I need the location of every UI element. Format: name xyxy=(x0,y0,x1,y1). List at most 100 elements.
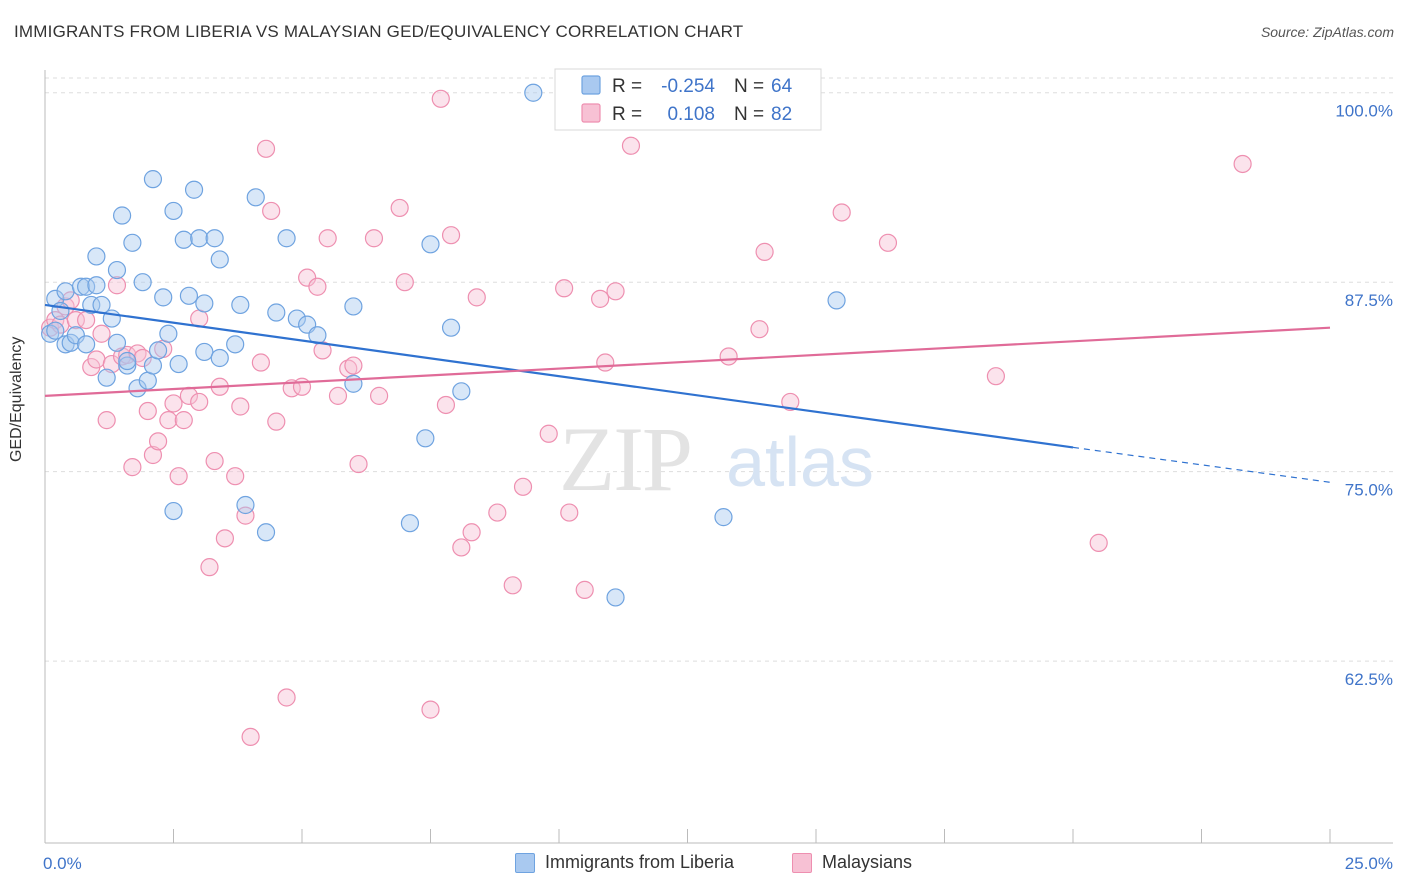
data-point-liberia xyxy=(256,523,276,542)
data-point-liberia xyxy=(148,341,168,360)
data-point-malaysians xyxy=(318,229,337,248)
data-point-malaysians xyxy=(123,458,142,477)
data-point-liberia xyxy=(164,201,183,221)
legend-label-malaysians: Malaysians xyxy=(822,852,913,872)
data-point-malaysians xyxy=(236,506,255,525)
data-point-malaysians xyxy=(164,394,183,413)
stats-legend: R = -0.254 N = 64 R = 0.108 N = 82 xyxy=(554,68,822,131)
data-point-malaysians xyxy=(277,688,296,707)
data-point-liberia xyxy=(226,335,245,354)
data-point-liberia xyxy=(164,501,183,521)
data-point-liberia xyxy=(118,356,137,375)
gridlines xyxy=(45,77,1393,662)
data-point-malaysians xyxy=(832,203,851,222)
data-point-malaysians xyxy=(241,727,260,747)
data-point-liberia xyxy=(123,233,142,252)
data-point-liberia xyxy=(452,382,471,401)
x-tick-label-min: 0.0% xyxy=(43,854,82,873)
stats-r-label: R = xyxy=(612,76,642,97)
data-point-malaysians xyxy=(488,503,507,522)
data-point-liberia xyxy=(205,229,224,248)
data-point-malaysians xyxy=(328,386,348,405)
legend-item-liberia[interactable]: Immigrants from Liberia xyxy=(515,852,734,873)
stats-n-label: N = xyxy=(734,104,764,125)
trend-line-malaysians xyxy=(44,326,1331,397)
data-point-malaysians xyxy=(750,320,769,339)
data-point-malaysians xyxy=(539,424,558,443)
data-point-liberia xyxy=(210,250,229,269)
data-point-malaysians xyxy=(364,229,384,248)
data-point-malaysians xyxy=(77,310,96,330)
data-point-liberia xyxy=(87,276,106,295)
chart-title: IMMIGRANTS FROM LIBERIA VS MALAYSIAN GED… xyxy=(14,22,744,41)
data-point-liberia xyxy=(421,235,440,254)
stats-legend-swatch xyxy=(581,75,601,95)
watermark-atlas: atlas xyxy=(726,423,874,501)
data-point-malaysians xyxy=(169,467,188,486)
data-point-malaysians xyxy=(436,395,456,415)
y-tick-label: 87.5% xyxy=(1345,291,1393,310)
data-point-liberia xyxy=(267,303,286,322)
data-point-liberia xyxy=(190,229,209,248)
data-point-malaysians xyxy=(200,558,219,577)
data-point-liberia xyxy=(184,180,204,199)
data-point-malaysians xyxy=(986,367,1006,386)
watermark: ZIP atlas xyxy=(559,408,874,510)
data-point-malaysians xyxy=(1233,154,1252,174)
legend-swatch-blue xyxy=(515,852,535,873)
data-point-malaysians xyxy=(596,353,615,372)
data-point-malaysians xyxy=(102,354,121,374)
data-point-malaysians xyxy=(148,432,168,451)
data-point-liberia xyxy=(143,356,163,375)
data-point-malaysians xyxy=(878,233,898,252)
data-point-malaysians xyxy=(452,538,471,557)
data-point-malaysians xyxy=(231,397,250,416)
trend-line-liberia-extrapolated xyxy=(1072,446,1331,483)
data-point-liberia xyxy=(441,318,461,337)
data-point-malaysians xyxy=(467,288,486,307)
data-point-malaysians xyxy=(159,411,178,430)
data-point-liberia xyxy=(66,326,85,345)
data-point-malaysians xyxy=(390,198,409,218)
data-point-malaysians xyxy=(92,324,111,343)
legend-label-liberia: Immigrants from Liberia xyxy=(545,852,735,872)
data-point-liberia xyxy=(107,260,127,280)
axes xyxy=(44,70,1393,844)
data-point-liberia xyxy=(112,206,132,225)
data-point-malaysians xyxy=(66,310,85,330)
data-point-malaysians xyxy=(421,700,440,719)
trend-line-liberia xyxy=(44,303,1074,449)
series-liberia-points xyxy=(41,83,846,607)
data-point-malaysians xyxy=(262,201,281,221)
data-point-liberia xyxy=(606,588,625,607)
data-point-malaysians xyxy=(370,386,389,405)
data-point-malaysians xyxy=(190,392,209,412)
data-point-liberia xyxy=(107,333,127,352)
data-point-malaysians xyxy=(755,242,774,261)
data-point-liberia xyxy=(128,379,147,398)
data-point-malaysians xyxy=(719,347,738,366)
stats-r-value: -0.254 xyxy=(661,76,715,97)
data-point-liberia xyxy=(51,301,70,321)
data-point-malaysians xyxy=(349,454,368,474)
data-point-malaysians xyxy=(513,477,533,496)
data-point-malaysians xyxy=(138,401,157,421)
stats-legend-swatch xyxy=(581,103,601,123)
data-point-malaysians xyxy=(395,273,414,292)
data-point-liberia xyxy=(97,368,116,387)
data-point-liberia xyxy=(195,342,214,362)
stats-r-value: 0.108 xyxy=(667,104,715,125)
data-point-liberia xyxy=(138,371,157,390)
stats-n-label: N = xyxy=(734,76,764,97)
data-point-malaysians xyxy=(344,356,363,375)
series-malaysians-points xyxy=(41,89,1252,747)
data-point-malaysians xyxy=(591,289,610,308)
data-point-malaysians xyxy=(226,467,245,486)
data-point-liberia xyxy=(231,295,250,315)
data-point-liberia xyxy=(400,514,420,533)
bottom-legend: Immigrants from Liberia Malaysians xyxy=(0,852,1406,878)
watermark-zip: ZIP xyxy=(559,408,691,510)
legend-item-malaysians[interactable]: Malaysians xyxy=(792,852,912,873)
data-point-malaysians xyxy=(205,451,224,471)
